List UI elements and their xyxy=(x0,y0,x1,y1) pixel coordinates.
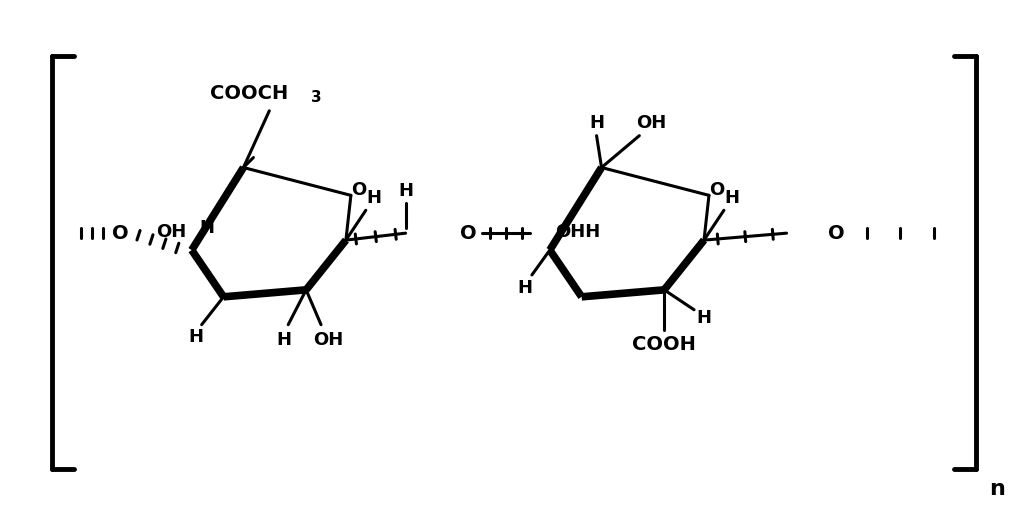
Text: H: H xyxy=(697,309,711,327)
Text: O: O xyxy=(709,181,725,200)
Text: COOH: COOH xyxy=(632,335,696,354)
Text: OHH: OHH xyxy=(555,223,600,241)
Text: H: H xyxy=(589,114,604,132)
Text: 3: 3 xyxy=(311,90,322,106)
Text: COOCH: COOCH xyxy=(210,85,289,103)
Text: H: H xyxy=(398,182,413,201)
Text: H: H xyxy=(366,190,381,207)
Text: O: O xyxy=(828,224,844,243)
Text: OH: OH xyxy=(312,331,343,349)
Text: O: O xyxy=(460,224,476,243)
Text: n: n xyxy=(990,479,1005,499)
Text: H: H xyxy=(189,328,203,345)
Text: H: H xyxy=(200,219,214,237)
Text: OH: OH xyxy=(157,223,187,241)
Text: H: H xyxy=(725,190,739,207)
Text: H: H xyxy=(276,331,292,349)
Text: O: O xyxy=(352,181,366,200)
Text: OH: OH xyxy=(636,114,666,132)
Text: H: H xyxy=(518,279,532,297)
Text: O: O xyxy=(111,224,129,243)
